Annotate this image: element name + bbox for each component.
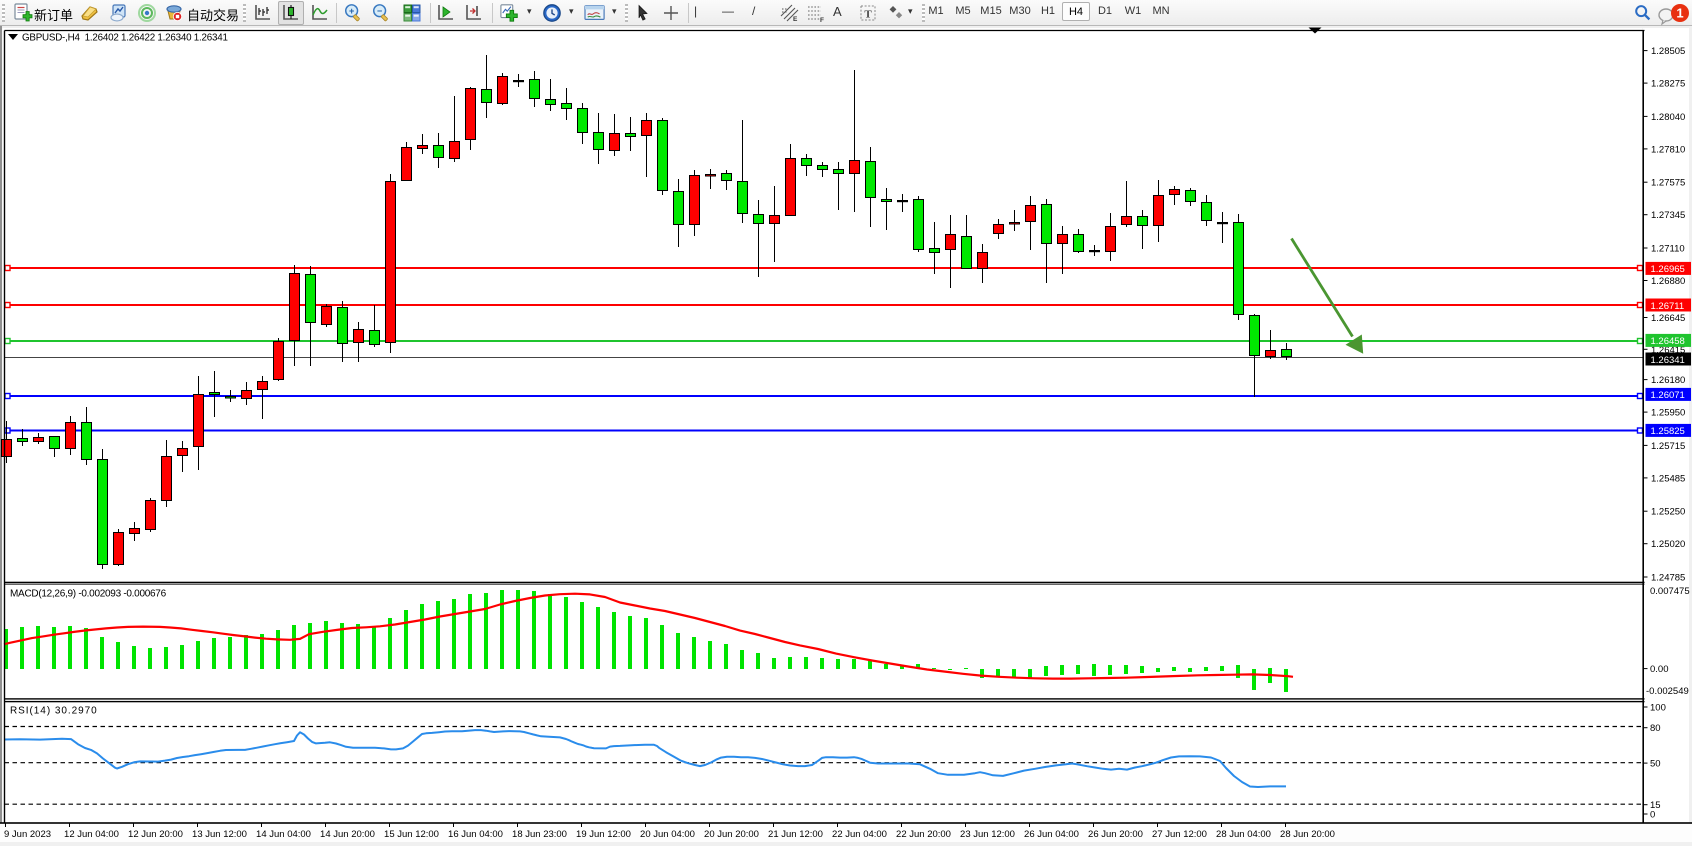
- svg-text:0.007475: 0.007475: [1650, 586, 1690, 597]
- svg-text:26 Jun 20:00: 26 Jun 20:00: [1088, 829, 1143, 840]
- svg-text:21 Jun 12:00: 21 Jun 12:00: [768, 829, 823, 840]
- svg-text:14 Jun 20:00: 14 Jun 20:00: [320, 829, 375, 840]
- svg-text:1.25485: 1.25485: [1651, 473, 1685, 484]
- svg-text:80: 80: [1650, 723, 1661, 734]
- svg-text:1.26341: 1.26341: [1651, 355, 1685, 366]
- svg-text:0.00: 0.00: [1650, 664, 1669, 675]
- svg-text:1.26965: 1.26965: [1651, 264, 1685, 275]
- svg-text:1.25825: 1.25825: [1651, 426, 1685, 437]
- svg-text:1.26458: 1.26458: [1651, 336, 1685, 347]
- svg-text:50: 50: [1650, 759, 1661, 770]
- svg-text:GBPUSD-,H4 1.26402 1.26422 1.: GBPUSD-,H4 1.26402 1.26422 1.26340 1.263…: [22, 33, 228, 44]
- svg-text:−: −: [377, 6, 382, 16]
- svg-text:13 Jun 12:00: 13 Jun 12:00: [192, 829, 247, 840]
- svg-text:15 Jun 12:00: 15 Jun 12:00: [384, 829, 439, 840]
- svg-text:1.25250: 1.25250: [1651, 507, 1685, 518]
- svg-text:26 Jun 04:00: 26 Jun 04:00: [1024, 829, 1079, 840]
- svg-text:1.24785: 1.24785: [1651, 573, 1685, 584]
- svg-text:27 Jun 12:00: 27 Jun 12:00: [1152, 829, 1207, 840]
- svg-text:+: +: [349, 6, 354, 16]
- svg-text:1.26415: 1.26415: [1651, 345, 1685, 356]
- svg-text:22 Jun 04:00: 22 Jun 04:00: [832, 829, 887, 840]
- svg-text:1.25020: 1.25020: [1651, 539, 1685, 550]
- svg-text:28 Jun 04:00: 28 Jun 04:00: [1216, 829, 1271, 840]
- svg-text:1.27575: 1.27575: [1651, 178, 1685, 189]
- svg-text:1.27810: 1.27810: [1651, 144, 1685, 155]
- svg-text:15: 15: [1650, 800, 1661, 811]
- svg-text:T: T: [864, 9, 872, 21]
- svg-text:1.28275: 1.28275: [1651, 79, 1685, 90]
- svg-text:1.28040: 1.28040: [1651, 112, 1685, 123]
- svg-text:1.25715: 1.25715: [1651, 441, 1685, 452]
- svg-text:22 Jun 20:00: 22 Jun 20:00: [896, 829, 951, 840]
- svg-text:100: 100: [1650, 703, 1666, 714]
- svg-text:28 Jun 20:00: 28 Jun 20:00: [1280, 829, 1335, 840]
- svg-text:20 Jun 04:00: 20 Jun 04:00: [640, 829, 695, 840]
- svg-text:RSI(14) 30.2970: RSI(14) 30.2970: [10, 706, 98, 717]
- svg-text:1.26180: 1.26180: [1651, 375, 1685, 386]
- svg-text:1.28505: 1.28505: [1651, 46, 1685, 57]
- svg-text:1.26711: 1.26711: [1651, 301, 1685, 312]
- svg-text:E: E: [793, 16, 798, 23]
- svg-text:1.26880: 1.26880: [1651, 276, 1685, 287]
- svg-text:1.27345: 1.27345: [1651, 210, 1685, 221]
- svg-text:1.26645: 1.26645: [1651, 313, 1685, 324]
- svg-text:MACD(12,26,9) -0.002093 -0.000: MACD(12,26,9) -0.002093 -0.000676: [10, 589, 167, 600]
- svg-text:-0.002549: -0.002549: [1646, 686, 1689, 697]
- svg-text:14 Jun 04:00: 14 Jun 04:00: [256, 829, 311, 840]
- svg-text:19 Jun 12:00: 19 Jun 12:00: [576, 829, 631, 840]
- svg-text:1.26071: 1.26071: [1651, 390, 1685, 401]
- svg-text:1: 1: [1676, 6, 1683, 21]
- svg-text:F: F: [820, 17, 824, 23]
- svg-text:23 Jun 12:00: 23 Jun 12:00: [960, 829, 1015, 840]
- svg-text:12 Jun 20:00: 12 Jun 20:00: [128, 829, 183, 840]
- svg-text:1.27110: 1.27110: [1651, 244, 1685, 255]
- svg-text:18 Jun 23:00: 18 Jun 23:00: [512, 829, 567, 840]
- svg-text:9 Jun 2023: 9 Jun 2023: [4, 829, 51, 840]
- svg-text:16 Jun 04:00: 16 Jun 04:00: [448, 829, 503, 840]
- svg-text:0: 0: [1650, 810, 1655, 821]
- svg-text:1.25950: 1.25950: [1651, 408, 1685, 419]
- svg-text:20 Jun 20:00: 20 Jun 20:00: [704, 829, 759, 840]
- svg-text:12 Jun 04:00: 12 Jun 04:00: [64, 829, 119, 840]
